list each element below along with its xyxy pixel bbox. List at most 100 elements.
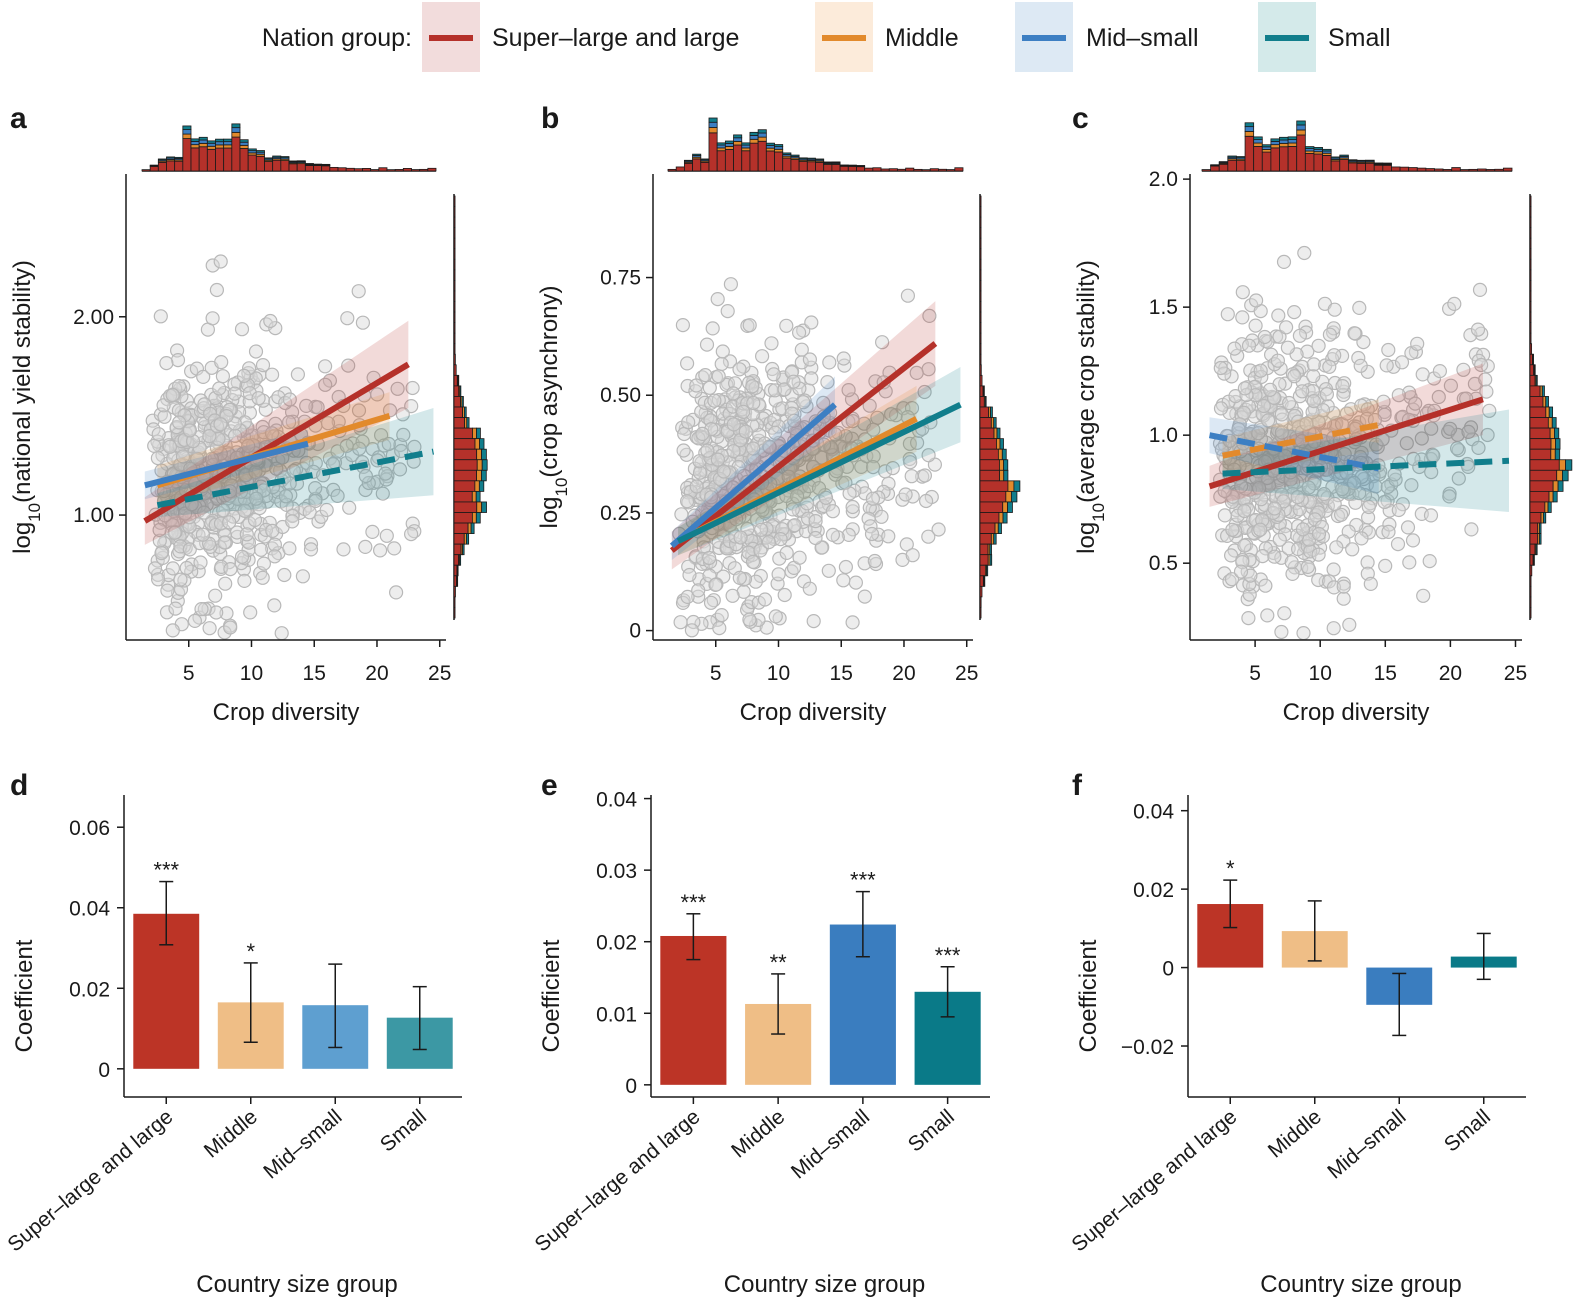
- scatter-point: [808, 530, 823, 546]
- side-histogram-bar: [1529, 469, 1558, 482]
- scatter-point: [867, 553, 882, 569]
- side-histogram-bar: [1002, 512, 1008, 524]
- scatter-point: [1424, 421, 1439, 436]
- panel-f-bars: −0.02 0 0.02 0.04 * Super–large and large Midd…: [1067, 795, 1526, 1298]
- scatter-point: [1241, 338, 1257, 353]
- scatter-point: [1336, 591, 1351, 606]
- top-histogram-bar: [198, 142, 208, 148]
- top-histogram-bar: [806, 161, 816, 172]
- scatter-point: [786, 374, 801, 389]
- top-histogram-bar: [774, 144, 784, 148]
- scatter-point: [917, 384, 932, 400]
- scatter-point: [267, 598, 282, 613]
- scatter-point: [404, 526, 419, 542]
- top-histogram-bar: [1373, 164, 1384, 172]
- scatter-point: [172, 544, 187, 559]
- top-histogram-bar: [856, 166, 866, 172]
- top-histogram-bar: [1244, 135, 1255, 172]
- scatter-point: [800, 511, 816, 526]
- scatter-point: [1241, 610, 1256, 626]
- top-histogram-bar: [313, 165, 323, 172]
- side-histogram-bar: [453, 522, 469, 534]
- side-histogram-bar: [453, 269, 456, 281]
- legend-label-2: Mid–small: [1086, 24, 1199, 52]
- top-histogram-bar: [692, 153, 702, 156]
- side-histogram-bar: [979, 480, 1009, 492]
- scatter-point: [1300, 559, 1315, 575]
- scatter-point: [738, 424, 753, 439]
- legend-label-1: Middle: [885, 24, 959, 52]
- scatter-point: [351, 284, 366, 299]
- side-histogram-bar: [470, 522, 475, 534]
- scatter-point: [1402, 555, 1417, 570]
- scatter-point: [1274, 624, 1289, 640]
- y-tick-label: 0.5: [1149, 552, 1178, 575]
- side-histogram-bar: [1557, 480, 1564, 492]
- top-histogram-bar: [272, 159, 282, 172]
- scatter-point: [1276, 254, 1292, 269]
- side-histogram-bar: [989, 554, 993, 566]
- top-histogram-bar: [247, 154, 257, 172]
- top-histogram-bar: [321, 163, 331, 166]
- side-histogram-bar: [453, 480, 476, 492]
- scatter-point: [768, 425, 783, 440]
- side-histogram-bar: [1534, 364, 1536, 376]
- side-histogram-bar: [476, 448, 482, 461]
- scatter-point: [213, 254, 228, 269]
- top-histogram-bar: [157, 161, 167, 172]
- scatter-point: [1394, 355, 1410, 370]
- scatter-point: [857, 589, 872, 604]
- side-histogram-bar: [453, 258, 456, 271]
- top-histogram-bar: [765, 144, 775, 149]
- scatter-point: [883, 407, 899, 422]
- scatter-point: [1400, 520, 1416, 535]
- side-histogram-bar: [1529, 343, 1533, 355]
- x-tick-label: 20: [1439, 662, 1462, 685]
- top-histogram-bar: [215, 147, 225, 172]
- top-histogram-bar: [378, 167, 388, 172]
- scatter-point: [676, 443, 691, 458]
- x-tick-label: Small: [1440, 1105, 1495, 1156]
- scatter-point: [1295, 384, 1310, 399]
- x-tick-label: Middle: [1264, 1105, 1326, 1162]
- top-histogram-bar: [864, 167, 874, 172]
- scatter-point: [1311, 547, 1326, 562]
- top-histogram-bar: [215, 144, 225, 149]
- scatter-point: [358, 539, 373, 555]
- side-histogram-bar: [1562, 469, 1569, 482]
- scatter-point: [1278, 320, 1294, 335]
- top-histogram-bar: [1382, 164, 1392, 172]
- scatter-point: [1227, 341, 1242, 356]
- scatter-point: [794, 355, 809, 370]
- top-histogram-bar: [190, 147, 200, 172]
- top-histogram-bar: [1218, 161, 1229, 163]
- panel-e-bars: 0 0.01 0.02 0.03 0.04 *** Super–large and larg…: [531, 789, 990, 1298]
- scatter-point: [197, 505, 212, 520]
- side-histogram-bar: [1529, 385, 1541, 397]
- scatter-point: [308, 481, 323, 496]
- scatter-point: [1352, 300, 1367, 315]
- scatter-point: [1306, 394, 1321, 409]
- scatter-point: [689, 378, 704, 393]
- scatter-point: [779, 318, 794, 333]
- scatter-point: [714, 607, 729, 623]
- side-histogram-bar: [453, 279, 456, 292]
- scatter-point: [1381, 524, 1396, 540]
- top-histogram-bar: [733, 144, 743, 172]
- top-histogram-bar: [1287, 139, 1298, 144]
- scatter-point: [902, 436, 918, 451]
- scatter-point: [712, 471, 727, 486]
- scatter-point: [771, 567, 786, 582]
- scatter-point: [865, 491, 881, 506]
- scatter-point: [282, 541, 297, 556]
- fit-line-3: [156, 448, 435, 509]
- scatter-point: [677, 426, 692, 442]
- side-histogram-bar: [453, 501, 478, 513]
- scatter-point: [1253, 522, 1268, 537]
- side-histogram-bar: [1529, 490, 1550, 503]
- scatter-point: [757, 592, 773, 607]
- scatter-point: [1237, 538, 1252, 553]
- scatter-point: [732, 570, 747, 586]
- top-histogram-bar: [1322, 148, 1332, 152]
- top-histogram-bar: [1459, 169, 1470, 172]
